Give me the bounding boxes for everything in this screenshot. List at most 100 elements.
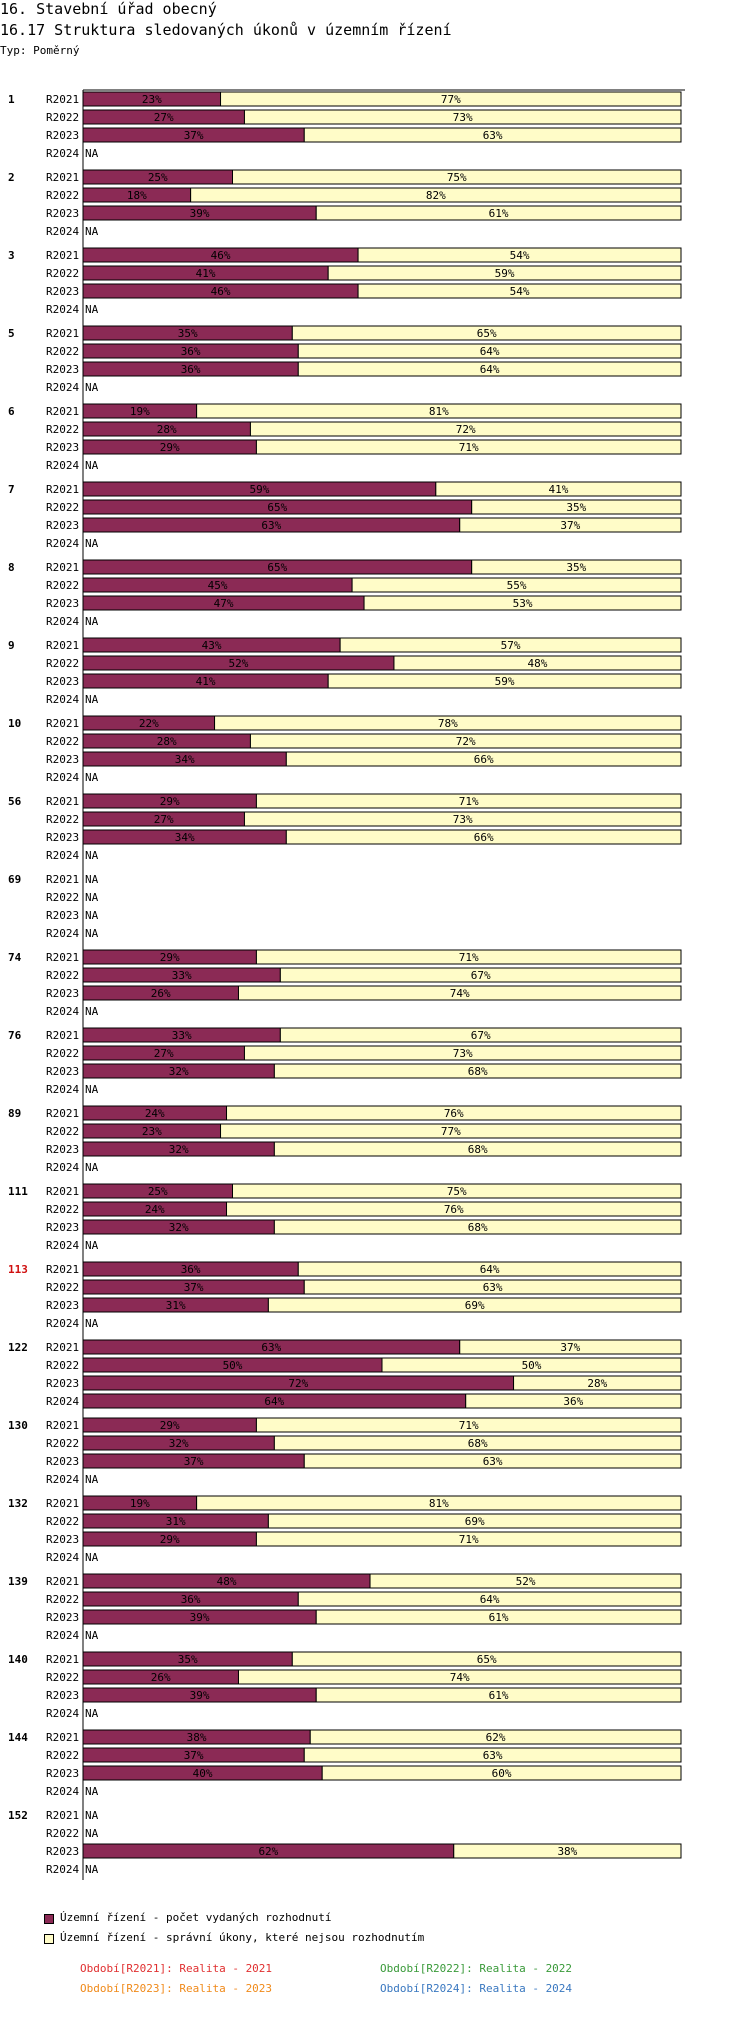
na-label: NA: [85, 1239, 99, 1252]
group-label-74: 74: [8, 951, 22, 964]
na-label: NA: [85, 849, 99, 862]
bar-issued-label: 63%: [261, 1341, 281, 1354]
na-label: NA: [85, 147, 99, 160]
period-label: R2023: [46, 519, 79, 532]
bar-issued-label: 62%: [258, 1845, 278, 1858]
bar-other-label: 36%: [563, 1395, 583, 1408]
bar-other: [273, 1435, 682, 1451]
bar-other-label: 60%: [492, 1767, 512, 1780]
na-label: NA: [85, 1161, 99, 1174]
period-label: R2022: [46, 1593, 79, 1606]
bar-other-label: 35%: [566, 501, 586, 514]
period-label: R2024: [46, 1395, 79, 1408]
group-label-56: 56: [8, 795, 22, 808]
bar-issued-label: 26%: [151, 987, 171, 1000]
bar-issued-label: 46%: [211, 249, 231, 262]
group-label-9: 9: [8, 639, 15, 652]
group-label-139: 139: [8, 1575, 28, 1588]
bar-other: [339, 637, 682, 653]
bar-issued-label: 32%: [169, 1065, 189, 1078]
bar-issued-label: 27%: [154, 813, 174, 826]
group-label-8: 8: [8, 561, 15, 574]
bar-other-label: 71%: [459, 1419, 479, 1432]
bar-other: [291, 1651, 682, 1667]
period-label: R2022: [46, 267, 79, 280]
na-label: NA: [85, 1551, 99, 1564]
period-label: R2021: [46, 717, 79, 730]
bar-other: [471, 559, 682, 575]
bar-other-label: 41%: [548, 483, 568, 496]
period-label: R2021: [46, 639, 79, 652]
bar-issued-label: 41%: [196, 267, 216, 280]
bar-issued-label: 29%: [160, 951, 180, 964]
bar-issued-label: 32%: [169, 1437, 189, 1450]
bar-other: [273, 1219, 682, 1235]
bar-issued-label: 65%: [267, 501, 287, 514]
bar-other: [285, 829, 682, 845]
bar-other: [220, 1123, 682, 1139]
bar-other: [255, 793, 682, 809]
period-label: R2023: [46, 909, 79, 922]
bar-other-label: 72%: [456, 423, 476, 436]
na-label: NA: [85, 1863, 99, 1876]
period-label: R2024: [46, 303, 79, 316]
bar-other: [220, 91, 682, 107]
period-label: R2021: [46, 93, 79, 106]
bar-other: [453, 1843, 682, 1859]
bar-other: [267, 1513, 682, 1529]
bar-other: [214, 715, 682, 731]
chart-title: 16.17 Struktura sledovaných úkonů v územ…: [0, 21, 452, 39]
bar-issued-label: 35%: [178, 327, 198, 340]
bar-other-label: 69%: [465, 1515, 485, 1528]
bar-other: [327, 265, 682, 281]
na-label: NA: [85, 873, 99, 886]
bar-other-label: 78%: [438, 717, 458, 730]
period-label: R2022: [46, 1437, 79, 1450]
bar-issued-label: 32%: [169, 1143, 189, 1156]
period-label: R2022: [46, 1203, 79, 1216]
bar-other-label: 62%: [486, 1731, 506, 1744]
bar-other: [465, 1393, 682, 1409]
group-label-2: 2: [8, 171, 15, 184]
period-label: R2022: [46, 1281, 79, 1294]
bar-other: [435, 481, 682, 497]
group-label-7: 7: [8, 483, 15, 496]
bar-other-label: 71%: [459, 1533, 479, 1546]
bar-other: [297, 1591, 682, 1607]
period-label: R2022: [46, 1671, 79, 1684]
bar-other-label: 74%: [450, 987, 470, 1000]
bar-issued-label: 46%: [211, 285, 231, 298]
bar-issued-label: 26%: [151, 1671, 171, 1684]
bar-other: [232, 1183, 682, 1199]
bar-issued-label: 45%: [208, 579, 228, 592]
bar-other-label: 50%: [522, 1359, 542, 1372]
period-label: R2021: [46, 561, 79, 574]
period-label: R2021: [46, 1497, 79, 1510]
bar-other-label: 48%: [528, 657, 548, 670]
bar-issued-label: 47%: [214, 597, 234, 610]
bar-issued-label: 35%: [178, 1653, 198, 1666]
bar-other: [255, 439, 682, 455]
period-label: R2024: [46, 1707, 79, 1720]
period-label: R2023: [46, 1143, 79, 1156]
bar-other: [243, 811, 682, 827]
period-label: R2021: [46, 1653, 79, 1666]
period-label: R2021: [46, 1263, 79, 1276]
bar-issued-label: 19%: [130, 1497, 150, 1510]
chart-type-label: Typ: Poměrný: [0, 44, 80, 57]
bar-issued-label: 36%: [181, 345, 201, 358]
bar-other: [285, 751, 682, 767]
na-label: NA: [85, 927, 99, 940]
bar-other-label: 55%: [507, 579, 527, 592]
na-label: NA: [85, 1707, 99, 1720]
bar-other-label: 68%: [468, 1221, 488, 1234]
period-label: R2022: [46, 579, 79, 592]
bar-issued-label: 34%: [175, 831, 195, 844]
bar-other: [297, 1261, 682, 1277]
period-label: R2021: [46, 1029, 79, 1042]
period-label: R2024: [46, 1629, 79, 1642]
bar-issued-label: 39%: [190, 1689, 210, 1702]
bar-other: [249, 733, 682, 749]
period-label: R2023: [46, 1299, 79, 1312]
period-label: R2024: [46, 771, 79, 784]
